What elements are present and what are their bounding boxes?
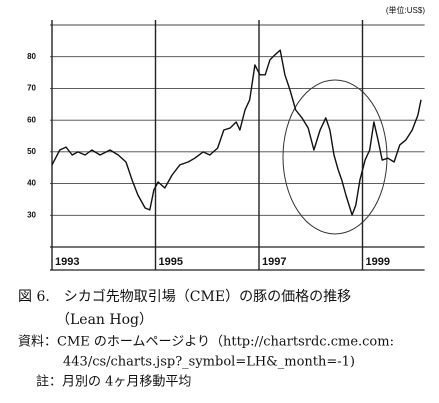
y-tick-label: 50 <box>27 147 36 156</box>
x-tick-label: 1997 <box>262 256 286 268</box>
caption-note: 註：月別の 4ヶ月移動平均 <box>36 375 191 390</box>
caption-source: 443/cs/charts.jsp?_symbol=LH&_month=-1) <box>63 355 355 370</box>
x-tick-label: 1999 <box>366 256 390 268</box>
price-line <box>51 49 422 216</box>
y-tick-label: 40 <box>27 179 36 188</box>
unit-label: (単位:US$) <box>386 5 425 15</box>
y-tick-label: 80 <box>27 52 36 61</box>
y-tick-label: 30 <box>27 210 36 219</box>
x-tick-label: 1995 <box>159 256 183 268</box>
y-tick-label: 70 <box>27 84 36 93</box>
caption-title: 図 6. シカゴ先物取引場（CME）の豚の価格の推移 <box>18 288 351 305</box>
caption-source: 資料：CME のホームページより（http://chartsrdc.cme.co… <box>18 335 394 350</box>
caption-subtitle: （Lean Hog） <box>56 312 153 328</box>
highlight-ellipse <box>282 79 388 235</box>
y-tick-label: 60 <box>27 115 36 124</box>
x-tick-label: 1993 <box>55 256 79 268</box>
